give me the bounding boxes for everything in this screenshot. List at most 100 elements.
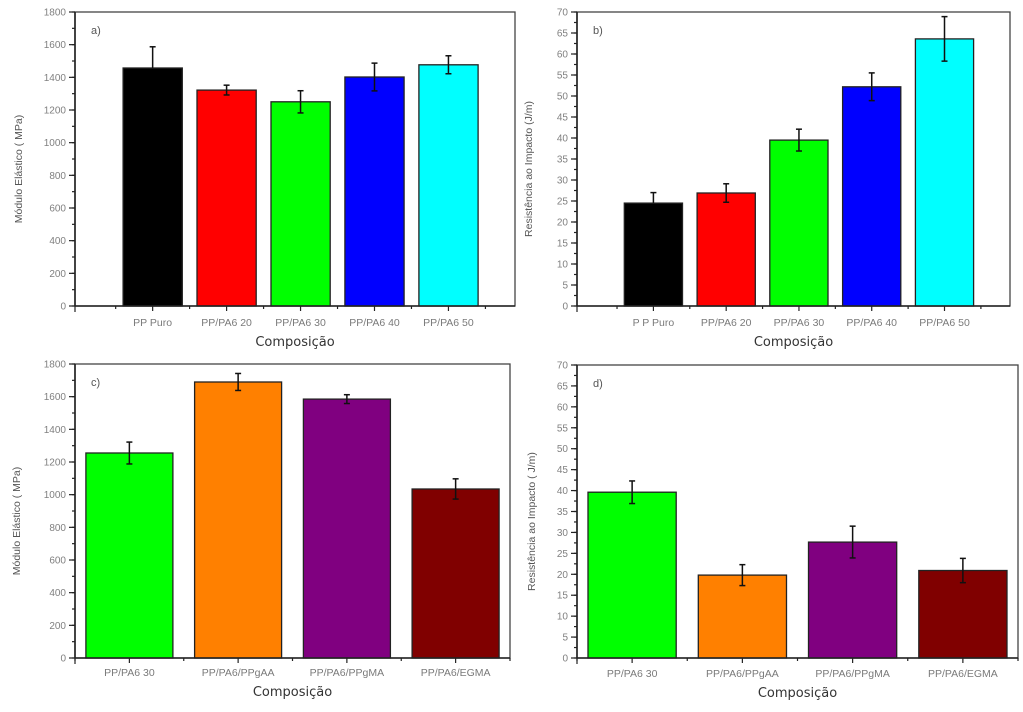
y-tick-label: 60 — [557, 50, 569, 61]
panel-label: c) — [91, 377, 100, 389]
error-bar — [629, 480, 636, 505]
y-tick-label: 25 — [557, 549, 569, 560]
x-tick-label: PP/PA6 50 — [423, 317, 474, 329]
y-axis: 0 200 400 600 800 1000 1200 1400 1600 1800 — [44, 360, 76, 665]
x-tick-label: PP/PA6 40 — [349, 317, 400, 329]
x-tick-label: PP/PA6/PPgMA — [815, 668, 890, 680]
x-tick-label: PP/PA6/PPgMA — [310, 667, 385, 679]
error-bar — [868, 72, 875, 102]
y-tick-label: 45 — [557, 113, 569, 124]
x-tick-label: PP/PA6/PPgAA — [706, 668, 779, 680]
y-tick-label: 200 — [49, 269, 66, 280]
x-tick-label: PP/PA6/EGMA — [421, 667, 491, 679]
bar-pp-pa6-50 — [418, 64, 479, 307]
y-tick-label: 600 — [49, 204, 66, 215]
y-tick-label: 1800 — [44, 8, 67, 19]
x-tick-label: PP/PA6 20 — [201, 317, 252, 329]
x-tick-label: PP/PA6 50 — [919, 317, 970, 329]
panel-b-impact-resistance-chart: b) 0 5 10 15 20 25 30 35 40 45 50 55 60 65 70 P P Puro… — [523, 8, 1011, 350]
y-axis: 0 5 10 15 20 25 30 35 40 45 50 55 60 65 70 — [557, 361, 578, 665]
error-bar — [223, 84, 230, 96]
y-tick-label: 200 — [49, 621, 66, 632]
bar-pp-pa6-20 — [696, 192, 756, 307]
x-tick-label: PP/PA6 30 — [774, 317, 825, 329]
bar-pp-pa6-20 — [196, 89, 257, 307]
x-tick-label: PP/PA6/EGMA — [928, 668, 998, 680]
bar-pp-pa6-30 — [587, 491, 677, 659]
y-tick-label: 55 — [557, 423, 569, 434]
y-axis: 0 5 10 15 20 25 30 35 40 45 50 55 60 65 70 — [557, 8, 578, 313]
x-tick-label: PP/PA6 40 — [846, 317, 897, 329]
y-tick-label: 35 — [557, 155, 569, 166]
bar-pp-pa6-30 — [769, 139, 829, 307]
error-bar — [795, 128, 802, 152]
bar-p-p-puro — [623, 202, 684, 307]
bars-group — [85, 372, 500, 659]
y-tick-label: 45 — [557, 465, 569, 476]
y-axis-title: Resistência ao Impacto ( J/m) — [526, 452, 538, 591]
panel-label: b) — [593, 25, 603, 37]
y-tick-label: 10 — [557, 260, 569, 271]
bar-pp-pa6-50 — [914, 38, 975, 307]
y-tick-label: 1400 — [44, 73, 67, 84]
y-tick-label: 1000 — [44, 138, 67, 149]
y-tick-label: 0 — [60, 654, 66, 665]
y-tick-label: 1600 — [44, 392, 67, 403]
bar-pp-pa6-ppgaa — [697, 574, 788, 659]
y-tick-label: 70 — [557, 8, 569, 19]
y-tick-label: 15 — [557, 591, 569, 602]
y-tick-label: 800 — [49, 523, 66, 534]
bar-pp-pa6-ppgma — [807, 541, 898, 659]
y-tick-label: 5 — [562, 281, 568, 292]
y-tick-label: 5 — [562, 633, 568, 644]
y-tick-label: 600 — [49, 556, 66, 567]
bar-pp-pa6-egma — [918, 569, 1008, 659]
y-tick-label: 1000 — [44, 490, 67, 501]
y-tick-label: 1400 — [44, 425, 67, 436]
y-tick-label: 50 — [557, 92, 569, 103]
x-axis: PP/PA6 30 PP/PA6/PPgAA PP/PA6/PPgMA PP/PA6/… — [576, 657, 1019, 680]
x-tick-label: PP Puro — [133, 317, 172, 329]
y-tick-label: 0 — [562, 654, 568, 665]
x-tick-label: PP/PA6 30 — [104, 667, 155, 679]
y-tick-label: 400 — [49, 588, 66, 599]
panel-c-elastic-modulus-compatibilizers-chart: c) 0 200 400 600 800 1000 1200 1400 1600 1800 PP/… — [11, 360, 511, 700]
error-bar — [149, 46, 156, 69]
y-tick-label: 40 — [557, 486, 569, 497]
y-tick-label: 55 — [557, 71, 569, 82]
panel-label: d) — [593, 378, 603, 390]
panel-d-impact-resistance-compatibilizers-chart: d) 0 5 10 15 20 25 30 35 40 45 50 55 60 65 70 PP/PA6 3… — [526, 361, 1019, 701]
y-tick-label: 0 — [60, 302, 66, 313]
y-axis: 0 200 400 600 800 1000 1200 1400 1600 1800 — [44, 8, 76, 313]
error-bar — [235, 372, 242, 392]
y-tick-label: 1200 — [44, 458, 67, 469]
y-tick-label: 1600 — [44, 40, 67, 51]
bars-group — [122, 46, 479, 307]
y-tick-label: 800 — [49, 171, 66, 182]
y-tick-label: 1200 — [44, 106, 67, 117]
y-tick-label: 15 — [557, 239, 569, 250]
y-tick-label: 50 — [557, 444, 569, 455]
panel-label: a) — [91, 25, 101, 37]
bars-group — [587, 480, 1008, 659]
y-tick-label: 20 — [557, 570, 569, 581]
x-tick-label: PP/PA6 30 — [275, 317, 326, 329]
x-tick-label: PP/PA6/PPgAA — [202, 667, 275, 679]
error-bar — [445, 55, 452, 75]
bar-pp-pa6-30 — [270, 101, 331, 307]
y-axis-title: Resistência ao Impacto (J/m) — [523, 101, 535, 237]
bar-pp-pa6-ppgaa — [193, 381, 283, 659]
error-bar — [650, 191, 657, 204]
bar-pp-pa6-40 — [344, 76, 405, 307]
y-tick-label: 400 — [49, 236, 66, 247]
bar-pp-pa6-ppgma — [302, 398, 392, 659]
x-tick-label: PP/PA6 20 — [701, 317, 752, 329]
error-bar — [941, 15, 948, 62]
panel-a-elastic-modulus-chart: a) 0 200 400 600 800 1000 1200 1400 1600 1800 PP … — [13, 8, 516, 350]
y-tick-label: 65 — [557, 29, 569, 40]
error-bar — [126, 441, 133, 465]
y-tick-label: 70 — [557, 361, 569, 372]
y-tick-label: 65 — [557, 381, 569, 392]
y-axis-title: Módulo Elástico ( MPa) — [11, 467, 23, 576]
